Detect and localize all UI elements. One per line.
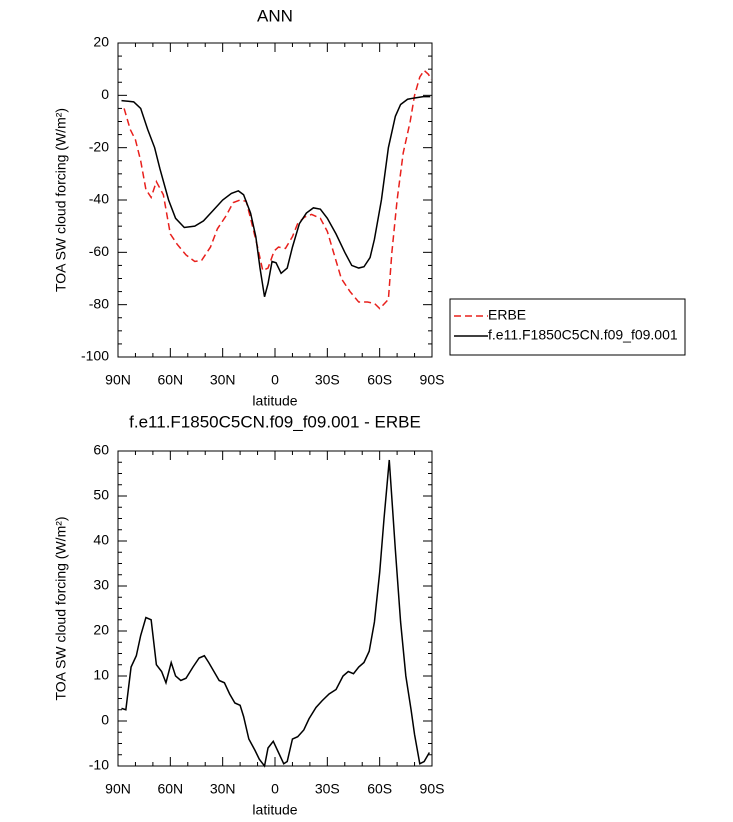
series-line [123, 69, 432, 310]
series-line [121, 459, 431, 768]
y-tick-label: 0 [101, 712, 109, 728]
legend-label: f.e11.F1850C5CN.f09_f09.001 [488, 327, 678, 343]
x-tick-label: 30S [315, 781, 340, 797]
chart-title: f.e11.F1850C5CN.f09_f09.001 - ERBE [129, 412, 421, 431]
x-tick-label: 0 [271, 781, 279, 797]
x-axis-label: latitude [252, 393, 297, 409]
y-tick-label: 40 [93, 532, 109, 548]
y-axis-label: TOA SW cloud forcing (W/m²) [53, 516, 69, 700]
x-tick-label: 90S [420, 781, 445, 797]
y-tick-label: -60 [89, 243, 109, 259]
y-tick-label: 0 [101, 86, 109, 102]
x-tick-label: 90N [105, 372, 131, 388]
x-axis-label: latitude [252, 802, 297, 818]
y-axis-label: TOA SW cloud forcing (W/m²) [53, 108, 69, 292]
y-tick-label: 20 [93, 622, 109, 638]
plot-frame [117, 42, 433, 358]
y-tick-label: 30 [93, 577, 109, 593]
y-tick-label: 60 [93, 442, 109, 458]
x-tick-label: 60S [367, 781, 392, 797]
x-tick-label: 90S [420, 372, 445, 388]
x-tick-label: 60N [157, 372, 183, 388]
y-tick-label: -80 [89, 295, 109, 311]
x-tick-label: 30N [210, 781, 236, 797]
legend-box [449, 298, 686, 356]
y-tick-label: -20 [89, 138, 109, 154]
x-tick-label: 60S [367, 372, 392, 388]
x-tick-label: 30S [315, 372, 340, 388]
y-tick-label: -100 [81, 348, 109, 364]
y-tick-label: 50 [93, 487, 109, 503]
series-line [121, 95, 431, 298]
plot-frame [117, 450, 433, 767]
y-tick-label: -40 [89, 191, 109, 207]
y-tick-label: 20 [93, 34, 109, 50]
x-tick-label: 90N [105, 781, 131, 797]
chart-title: ANN [257, 6, 293, 25]
x-tick-label: 60N [157, 781, 183, 797]
x-tick-label: 0 [271, 372, 279, 388]
y-tick-label: -10 [89, 757, 109, 773]
legend-label: ERBE [488, 307, 526, 323]
x-tick-label: 30N [210, 372, 236, 388]
y-tick-label: 10 [93, 667, 109, 683]
